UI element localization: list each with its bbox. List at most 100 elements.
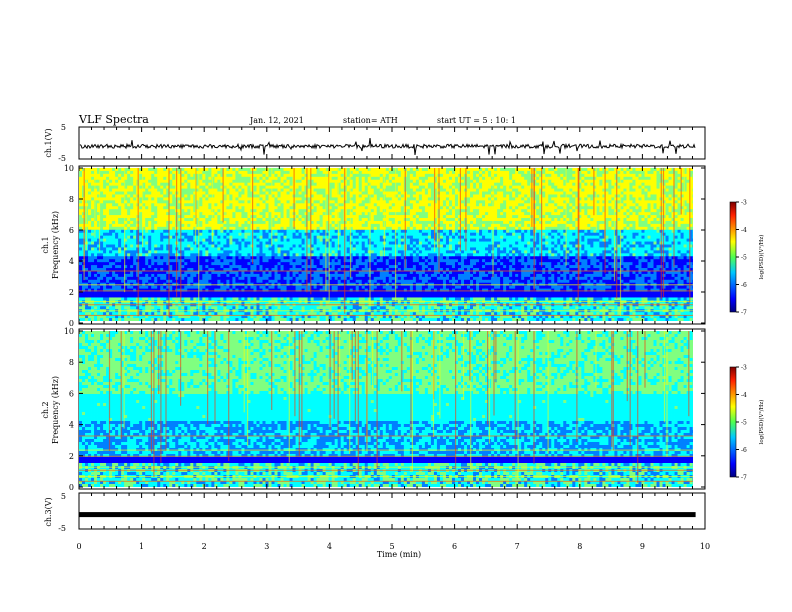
spectrogram-cell: [262, 191, 266, 195]
spectrogram-cell: [271, 188, 275, 192]
spectrogram-cell: [442, 191, 447, 195]
spectrogram-cell: [482, 168, 486, 172]
spectrogram-cell: [100, 170, 104, 175]
spectrogram-cell: [418, 235, 423, 240]
spectrogram-cell: [506, 229, 510, 234]
spectrogram-cell: [163, 200, 167, 204]
spectrogram-cell: [692, 194, 693, 198]
spectrogram-cell: [683, 173, 687, 178]
spectrogram-cell: [268, 203, 272, 207]
spectrogram-cell: [106, 232, 110, 237]
spectrogram-cell: [686, 226, 690, 231]
spectrogram-cell: [647, 220, 651, 225]
spectrogram-cell: [199, 197, 203, 201]
spectrogram-cell: [343, 200, 348, 204]
spectrogram-cell: [133, 212, 137, 216]
spectrogram-cell: [373, 197, 378, 201]
spectrogram-cell: [292, 235, 296, 240]
spectrogram-cell: [608, 170, 612, 175]
spectrogram-cell: [494, 235, 498, 240]
spectrogram-cell: [352, 209, 357, 213]
spectrogram-cell: [427, 170, 432, 175]
spectrogram-cell: [581, 226, 585, 231]
spectrogram-cell: [461, 188, 465, 192]
spectrogram-cell: [313, 188, 318, 192]
spectrogram-cell: [322, 229, 327, 234]
spectrogram-cell: [217, 182, 221, 187]
spectrogram-cell: [674, 197, 678, 201]
spectrogram-cell: [97, 182, 101, 187]
spectrogram-cell: [629, 182, 633, 187]
spectrogram-cell: [388, 212, 393, 216]
spectrogram-cell: [686, 168, 690, 172]
spectrogram-cell: [361, 212, 366, 216]
spectrogram-cell: [560, 173, 564, 178]
spectrogram-cell: [313, 170, 318, 175]
spectrogram-cell: [157, 197, 161, 201]
spectrogram-cell: [488, 235, 492, 240]
spectrogram-cell: [79, 226, 83, 231]
spectrogram-cell: [196, 203, 200, 207]
spectrogram-cell: [575, 215, 579, 219]
spectrogram-cell: [563, 215, 567, 219]
spectrogram-cell: [674, 170, 678, 175]
spectrogram-cell: [97, 185, 101, 189]
spectrogram-cell: [527, 218, 531, 222]
spectrogram-cell: [542, 209, 546, 213]
spectrogram-cell: [301, 229, 305, 234]
spectrogram-cell: [566, 200, 570, 204]
spectrogram-cell: [292, 229, 296, 234]
spectrogram-cell: [370, 203, 375, 207]
spectrogram-cell: [313, 191, 318, 195]
spectrogram-cell: [316, 206, 321, 210]
spectrogram-cell: [217, 168, 221, 172]
spectrogram-cell: [521, 170, 525, 175]
spectrogram-cell: [445, 179, 450, 184]
spectrogram-cell: [617, 232, 621, 237]
spectrogram-cell: [316, 223, 321, 228]
spectrogram-cell: [497, 188, 501, 192]
spectrogram-cell: [244, 200, 248, 204]
spectrogram-cell: [226, 223, 230, 228]
spectrogram-cell: [656, 229, 660, 234]
spectrogram-cell: [668, 203, 672, 207]
spectrogram-cell: [109, 220, 113, 225]
spectrogram-cell: [617, 200, 621, 204]
spectrogram-cell: [226, 218, 230, 222]
spectrogram-cell: [328, 170, 333, 175]
spectrogram-cell: [653, 218, 657, 222]
spectrogram-cell: [488, 200, 492, 204]
spectrogram-cell: [674, 215, 678, 219]
spectrogram-cell: [457, 223, 462, 228]
spectrogram-cell: [277, 188, 281, 192]
spectrogram-cell: [115, 215, 119, 219]
spectrogram-cell: [632, 206, 636, 210]
spectrogram-cell: [283, 200, 287, 204]
spectrogram-cell: [301, 173, 305, 178]
spectrogram-cell: [503, 168, 507, 172]
spectrogram-cell: [394, 220, 399, 225]
spectrogram-cell: [289, 226, 293, 231]
spectrogram-cell: [100, 194, 104, 198]
spectrogram-cell: [145, 209, 149, 213]
spectrogram-cell: [157, 194, 161, 198]
spectrogram-cell: [205, 197, 209, 201]
spectrogram-cell: [343, 226, 348, 231]
spectrogram-cell: [349, 206, 354, 210]
spectrogram-cell: [593, 203, 597, 207]
spectrogram-cell: [385, 212, 390, 216]
spectrogram-cell: [100, 203, 104, 207]
spectrogram-cell: [421, 176, 426, 181]
spectrogram-cell: [169, 176, 173, 181]
spectrogram-cell: [166, 173, 170, 178]
spectrogram-cell: [385, 170, 390, 175]
spectrogram-cell: [337, 226, 342, 231]
spectrogram-cell: [470, 209, 474, 213]
spectrogram-cell: [539, 191, 543, 195]
spectrogram-cell: [623, 176, 627, 181]
spectrogram-cell: [611, 232, 615, 237]
spectrogram-cell: [142, 235, 146, 240]
spectrogram-cell: [241, 215, 245, 219]
spectrogram-cell: [563, 197, 567, 201]
spectrogram-cell: [650, 229, 654, 234]
